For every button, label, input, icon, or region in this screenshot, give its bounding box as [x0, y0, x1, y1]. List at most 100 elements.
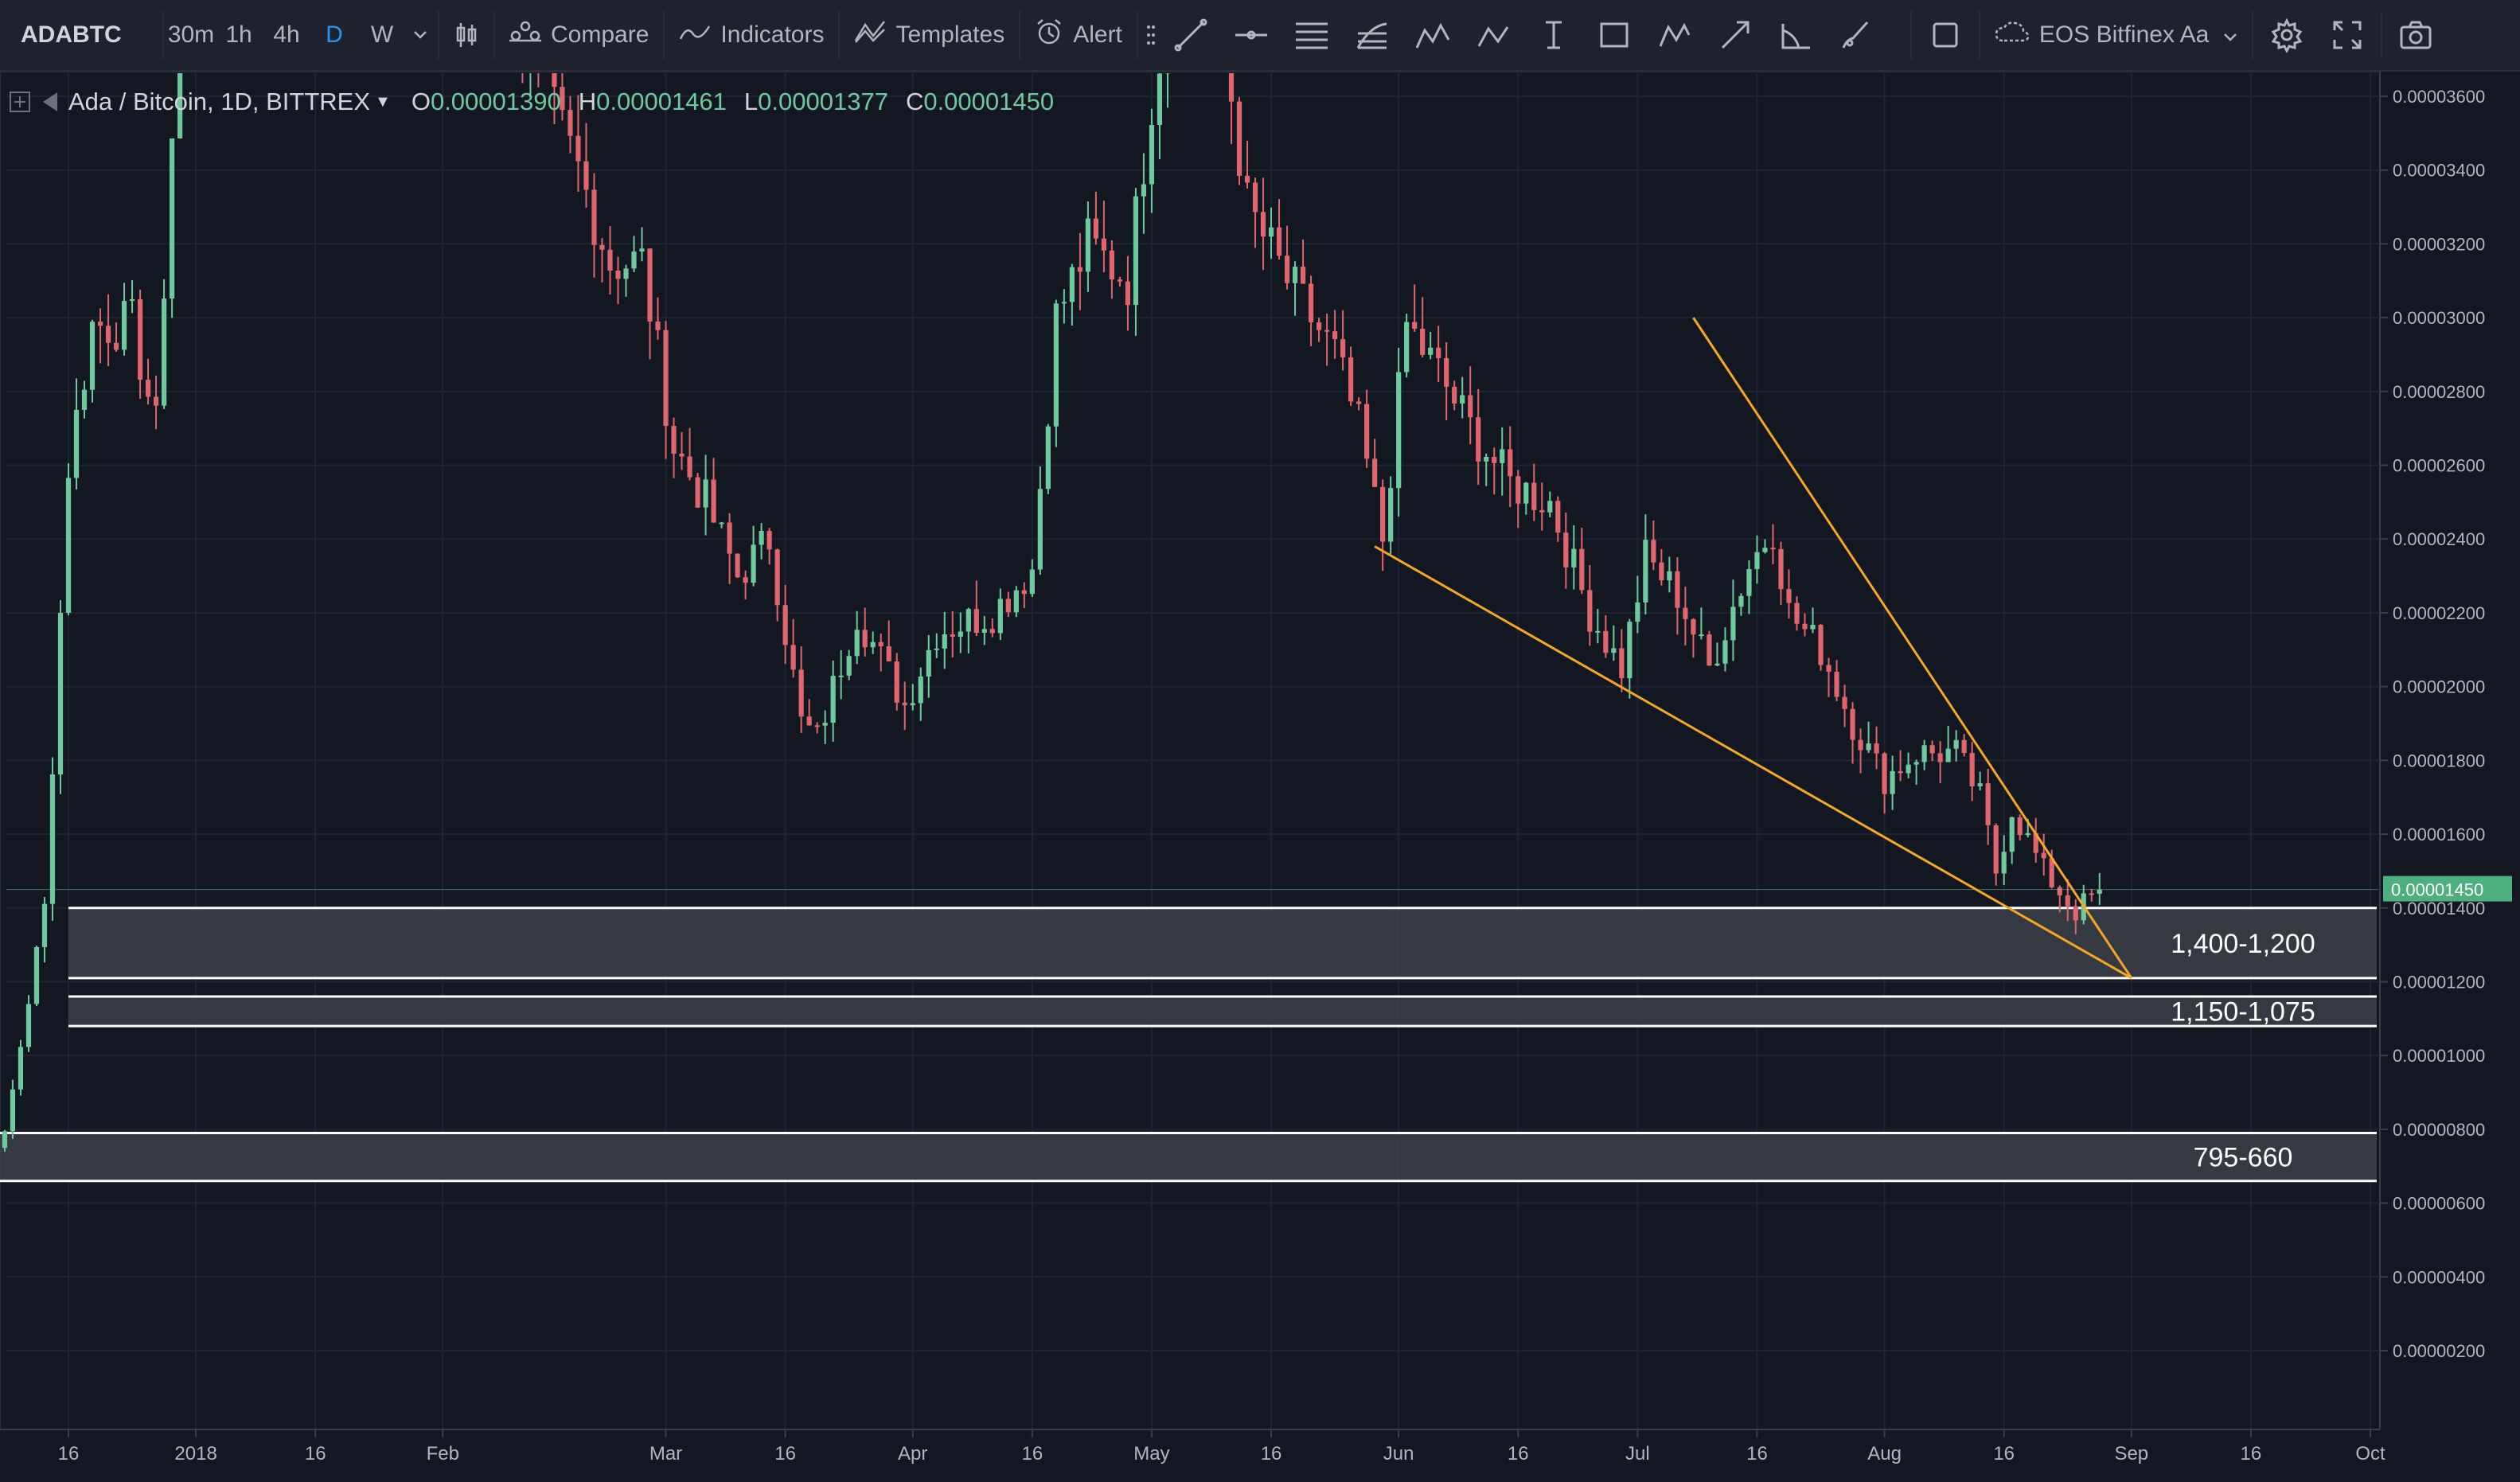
candle-body [1069, 267, 1075, 302]
candle-body [814, 725, 820, 727]
candle-body [113, 342, 119, 350]
symbol-title[interactable]: Ada / Bitcoin, 1D, BITTREX [68, 88, 371, 115]
close-value: 0.00001450 [923, 88, 1055, 115]
time-tick-label: 16 [1261, 1443, 1282, 1464]
time-tick-label: Sep [2114, 1443, 2148, 1464]
toolbar-divider [493, 11, 495, 59]
candle-body [1260, 212, 1266, 237]
time-tick-label: Apr [898, 1443, 927, 1464]
drag-handle-icon[interactable] [1141, 0, 1161, 70]
abcd-pattern-icon[interactable] [1463, 0, 1523, 70]
brush-tool-icon[interactable] [1826, 0, 1886, 70]
candle-body [1913, 762, 1919, 765]
time-tick-label: Jul [1625, 1443, 1650, 1464]
candle-body [1149, 125, 1155, 185]
candle-body [838, 675, 844, 677]
candle-body [1492, 457, 1497, 463]
support-zones [0, 907, 2377, 1183]
templates-button[interactable]: Templates [843, 0, 1016, 70]
flag-icon[interactable] [43, 92, 57, 111]
toolbar-divider [1978, 11, 1980, 59]
indicators-button[interactable]: Indicators [668, 0, 835, 70]
expand-legend-icon[interactable] [10, 92, 30, 112]
candle-body [41, 903, 48, 947]
time-tick-label: Aug [1867, 1443, 1902, 1464]
expand-icon[interactable] [2317, 0, 2378, 70]
candle-body [1627, 622, 1633, 679]
symbol-search-button[interactable]: ADABTC [21, 21, 122, 48]
candle-body [1635, 602, 1640, 622]
top-toolbar: ADABTC 30m 1h 4h D W Compare Indicators … [0, 0, 2520, 72]
candle-body [1683, 607, 1688, 619]
angle-tool-icon[interactable] [1765, 0, 1826, 70]
timeframe-1h-button[interactable]: 1h [225, 21, 252, 48]
candle-body [1667, 571, 1672, 581]
candle-body [1332, 331, 1338, 340]
candle-body [1276, 227, 1282, 256]
price-tick-label: 0.00002600 [2393, 456, 2485, 476]
compare-button[interactable]: Compare [498, 0, 660, 70]
chevron-down-icon [2223, 21, 2237, 49]
zone-label: 795-660 [2194, 1143, 2293, 1173]
text-tool-icon[interactable] [1523, 0, 1584, 70]
candle-body [1085, 218, 1090, 272]
candle-body [743, 577, 748, 583]
candle-body [137, 298, 143, 380]
timeframe-dropdown-icon[interactable] [406, 0, 435, 70]
timeframe-w-button[interactable]: W [370, 21, 394, 48]
rectangle-tool-icon[interactable] [1584, 0, 1644, 70]
candle-body [2017, 817, 2023, 836]
candle-body [1834, 671, 1839, 697]
broker-select[interactable]: EOS Bitfinex Aa [1984, 0, 2249, 70]
candle-body [862, 630, 868, 648]
candle-body [1850, 708, 1855, 740]
templates-icon [854, 20, 886, 50]
candles-chart-type-icon[interactable] [443, 0, 490, 70]
candle-body [647, 248, 653, 322]
fib-retracement-icon[interactable] [1342, 0, 1402, 70]
candle-body [2057, 887, 2062, 895]
timeframe-30m-button[interactable]: 30m [167, 21, 215, 48]
candle-body [989, 629, 995, 634]
price-tick-label: 0.00000200 [2393, 1341, 2485, 1361]
camera-icon[interactable] [2385, 0, 2446, 70]
low-value: 0.00001377 [758, 88, 888, 115]
candle-body [703, 479, 708, 508]
trend-line-icon[interactable] [1161, 0, 1221, 70]
candle-body [1484, 457, 1489, 462]
timeframe-4h-button[interactable]: 4h [273, 21, 300, 48]
candle-body [1029, 569, 1035, 595]
candle-body [2049, 858, 2054, 887]
candle-body [2097, 889, 2102, 894]
gear-icon[interactable] [2257, 0, 2317, 70]
timeframe-d-button[interactable]: D [326, 21, 343, 48]
candle-body [958, 631, 963, 638]
candle-body [1523, 482, 1529, 504]
caret-down-icon[interactable]: ▼ [375, 92, 391, 111]
toolbar-divider [1910, 11, 1912, 59]
acd-pattern-icon[interactable] [1644, 0, 1705, 70]
price-tick-label: 0.00003400 [2393, 161, 2485, 181]
parallel-lines-icon[interactable] [1281, 0, 1342, 70]
templates-label: Templates [895, 21, 1005, 48]
candle-body [2025, 833, 2030, 836]
candle-body [1810, 624, 1816, 630]
candle-body [528, 41, 532, 57]
xabcd-pattern-icon[interactable] [1402, 0, 1463, 70]
fullscreen-frame-icon[interactable] [1915, 0, 1976, 70]
candle-body [65, 478, 72, 614]
price-tick-label: 0.00002800 [2393, 382, 2485, 402]
candle-body [1109, 250, 1115, 280]
candle-body [599, 244, 605, 250]
arrow-tool-icon[interactable] [1705, 0, 1765, 70]
candle-body [1125, 281, 1131, 306]
candle-body [1858, 739, 1863, 751]
candle-body [1372, 458, 1378, 487]
horizontal-line-icon[interactable] [1221, 0, 1281, 70]
candle-body [1794, 603, 1800, 624]
candle-body [1268, 227, 1274, 237]
candle-body [1595, 630, 1601, 633]
alert-button[interactable]: Alert [1024, 0, 1133, 70]
candle-body [33, 946, 40, 1004]
